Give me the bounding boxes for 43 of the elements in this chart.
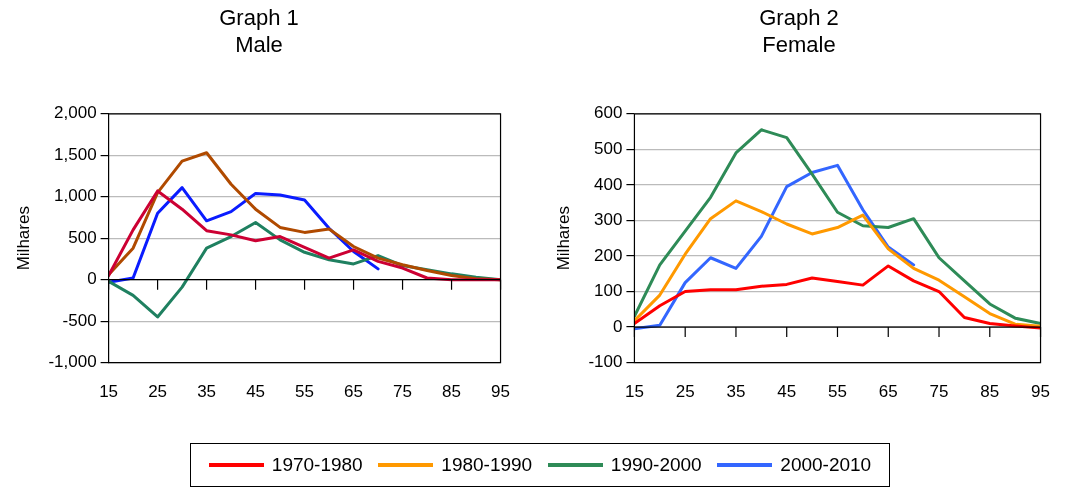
- y-tick-label: 1,500: [54, 144, 97, 164]
- legend-label: 1970-1980: [271, 454, 363, 476]
- x-tick-label: 15: [99, 382, 119, 402]
- y-tick-label: 2,000: [54, 103, 97, 123]
- y-tick-label: -1,000: [48, 352, 97, 372]
- x-tick-label: 15: [624, 382, 644, 402]
- y-tick-label: 200: [594, 245, 623, 265]
- legend-label: 2000-2010: [780, 454, 872, 476]
- legend-label: 1990-2000: [610, 454, 702, 476]
- x-tick-label: 65: [344, 382, 364, 402]
- y-tick-label: 600: [594, 103, 623, 123]
- y-tick-label: -500: [62, 310, 97, 330]
- x-tick-label: 55: [295, 382, 315, 402]
- y-tick-label: 100: [594, 281, 623, 301]
- chart-title: Graph 1: [219, 5, 299, 31]
- x-tick-label: 95: [491, 382, 511, 402]
- x-tick-label: 65: [878, 382, 898, 402]
- x-tick-label: 35: [197, 382, 217, 402]
- y-tick-label: 0: [612, 316, 623, 336]
- x-tick-label: 25: [675, 382, 695, 402]
- x-tick-label: 85: [442, 382, 462, 402]
- y-axis-title: Milhares: [13, 206, 33, 271]
- x-tick-label: 25: [148, 382, 168, 402]
- x-tick-label: 85: [980, 382, 1000, 402]
- chart-subtitle: Male: [235, 31, 283, 57]
- y-tick-label: -100: [588, 352, 623, 372]
- chart-subtitle: Female: [762, 31, 836, 57]
- legend-label: 1980-1990: [441, 454, 533, 476]
- y-tick-label: 400: [594, 174, 623, 194]
- y-tick-label: 500: [594, 139, 623, 159]
- x-tick-label: 45: [246, 382, 266, 402]
- chart-title: Graph 2: [759, 5, 839, 31]
- y-tick-label: 500: [68, 227, 97, 247]
- x-tick-label: 75: [929, 382, 949, 402]
- x-tick-label: 75: [393, 382, 413, 402]
- y-axis-title: Milhares: [553, 206, 573, 271]
- x-tick-label: 55: [828, 382, 847, 402]
- x-tick-label: 35: [726, 382, 746, 402]
- x-tick-label: 95: [1031, 382, 1051, 402]
- y-tick-label: 300: [594, 210, 623, 230]
- y-tick-label: 1,000: [54, 186, 97, 206]
- x-tick-label: 45: [777, 382, 797, 402]
- y-tick-label: 0: [87, 269, 97, 289]
